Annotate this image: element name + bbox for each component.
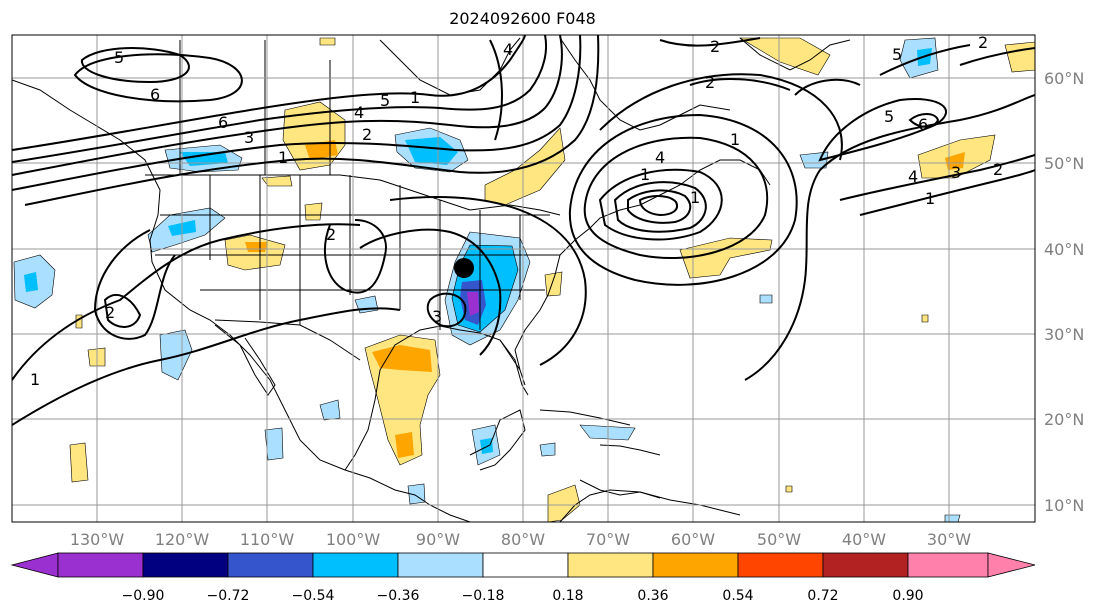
contour-label: 2 [362, 125, 372, 144]
lon-label: 100°W [326, 530, 381, 549]
colorbar-segment [397, 552, 484, 578]
lat-label: 10°N [1044, 496, 1084, 515]
colorbar-segment [907, 552, 989, 578]
lon-label: 80°W [501, 530, 545, 549]
map-title: 2024092600 F048 [449, 9, 596, 28]
colorbar [10, 552, 1036, 578]
contour-label: 1 [925, 189, 935, 208]
contour-label: 3 [951, 163, 961, 182]
contour-label: 5 [114, 48, 124, 67]
colorbar-tick-label: −0.72 [207, 588, 250, 604]
colorbar-tick-label: 0.18 [552, 588, 583, 604]
contour-label: 5 [884, 107, 894, 126]
lat-label: 40°N [1044, 240, 1084, 259]
colorbar-tick-label: −0.18 [462, 588, 505, 604]
contour-label: 1 [640, 165, 650, 184]
contour-label: 1 [730, 130, 740, 149]
colorbar-segment [57, 552, 144, 578]
contour-label: 3 [244, 128, 254, 147]
map-frame [11, 34, 1036, 523]
colorbar-segment [987, 552, 1036, 578]
colorbar-tick-label: 0.54 [722, 588, 753, 604]
colorbar-segment [652, 552, 739, 578]
lat-label: 50°N [1044, 154, 1084, 173]
contour-label: 6 [918, 115, 928, 134]
contour-label: 1 [278, 148, 288, 167]
colorbar-segment [10, 552, 59, 578]
contour-label: 2 [993, 160, 1003, 179]
lon-label: 130°W [70, 530, 125, 549]
longitude-labels: 130°W 120°W 110°W 100°W 90°W 80°W 70°W 6… [70, 530, 971, 549]
contour-label: 2 [105, 303, 115, 322]
latitude-labels: 60°N 50°N 40°N 30°N 20°N 10°N [1044, 69, 1084, 515]
contour-label-group: 5 6 6 3 1 4 5 2 1 2 2 1 4 2 5 5 6 4 3 2 … [30, 33, 1003, 389]
graticule [12, 35, 1035, 522]
lon-label: 110°W [240, 530, 295, 549]
contour-label: 2 [705, 73, 715, 92]
colorbar-segment [482, 552, 569, 578]
contour-label: 2 [326, 225, 336, 244]
contour-label: 1 [410, 88, 420, 107]
colorbar-segment [142, 552, 229, 578]
lat-label: 30°N [1044, 325, 1084, 344]
contour-label: 1 [690, 188, 700, 207]
coastlines [12, 37, 851, 522]
contour-label: 6 [150, 85, 160, 104]
contour-label: 2 [978, 33, 988, 52]
lat-label: 20°N [1044, 410, 1084, 429]
contour-label: 5 [892, 45, 902, 64]
colorbar-ticks: −0.90 −0.72 −0.54 −0.36 −0.18 0.18 0.36 … [122, 588, 924, 604]
lon-label: 120°W [155, 530, 210, 549]
lon-label: 30°W [927, 530, 971, 549]
colorbar-tick-label: −0.90 [122, 588, 165, 604]
contour-label: 1 [30, 370, 40, 389]
lon-label: 60°W [671, 530, 715, 549]
colorbar-tick-label: 0.72 [807, 588, 838, 604]
contour-label: 5 [380, 91, 390, 110]
colorbar-tick-label: 0.90 [892, 588, 923, 604]
colorbar-tick-label: −0.36 [377, 588, 420, 604]
contour-label: 4 [908, 167, 918, 186]
contour-label: 4 [354, 103, 364, 122]
colorbar-segment [737, 552, 824, 578]
lat-label: 60°N [1044, 69, 1084, 88]
lon-label: 70°W [586, 530, 630, 549]
colorbar-tick-label: 0.36 [637, 588, 668, 604]
contour-label: 3 [432, 307, 442, 326]
colorbar-segment [312, 552, 399, 578]
contour-label: 2 [710, 37, 720, 56]
lon-label: 90°W [416, 530, 460, 549]
colorbar-tick-label: −0.54 [292, 588, 335, 604]
colorbar-segment [567, 552, 654, 578]
contour-lines [12, 35, 1035, 426]
contour-label: 6 [218, 113, 228, 132]
contour-label: 4 [655, 148, 665, 167]
contour-label: 4 [503, 40, 513, 59]
lon-label: 50°W [757, 530, 801, 549]
colorbar-segment [822, 552, 909, 578]
lon-label: 40°W [842, 530, 886, 549]
storm-center-dot [454, 258, 474, 278]
colorbar-segment [227, 552, 314, 578]
